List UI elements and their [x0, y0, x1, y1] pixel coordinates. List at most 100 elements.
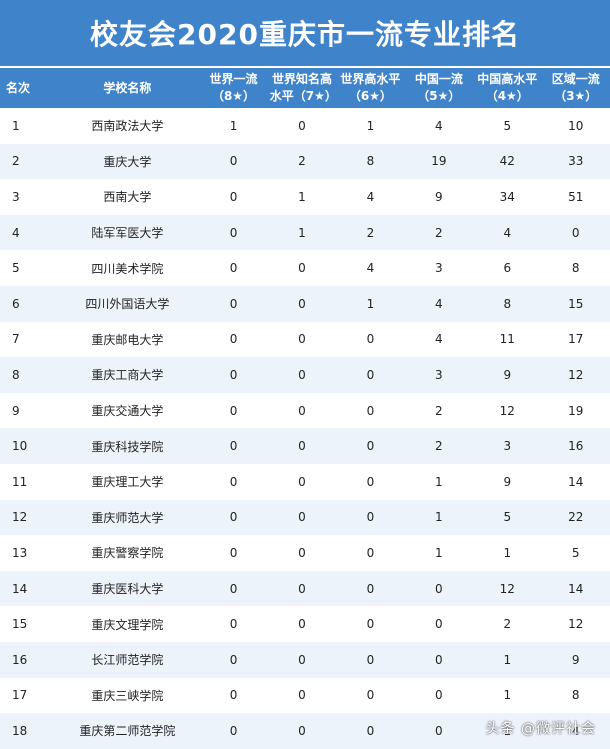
world-first-class-cell: 0 [229, 652, 238, 667]
school-name-cell: 重庆邮电大学 [91, 332, 164, 347]
world-first-class-cell: 0 [229, 261, 238, 276]
rank-cell: 10 [12, 439, 28, 454]
header-row: 名次 学校名称 世界一流（8★） 世界知名高水平（7★） 世界高水平（6★） 中… [0, 68, 610, 108]
world-renowned-cell: 0 [298, 688, 306, 703]
school-name-cell: 重庆大学 [103, 154, 152, 169]
school-name-cell: 重庆交通大学 [91, 404, 164, 419]
world-high-level-cell: 0 [366, 332, 375, 347]
regional-first-class-cell: 8 [571, 688, 580, 703]
china-first-class-cell: 1 [435, 474, 443, 489]
school-name-cell: 陆军军医大学 [91, 226, 164, 241]
school-name-cell: 重庆三峡学院 [91, 688, 164, 703]
world-renowned-cell: 0 [298, 439, 306, 454]
china-high-level-cell: 9 [503, 474, 512, 489]
rank-cell: 9 [12, 403, 20, 418]
china-high-level-cell: 12 [499, 403, 515, 418]
regional-first-class-cell: 9 [571, 652, 580, 667]
regional-first-class-cell: 0 [571, 225, 580, 240]
table-row: 9 重庆交通大学 0 0 0 2 12 19 [0, 392, 610, 429]
china-high-level-cell: 5 [503, 118, 512, 133]
rank-cell: 1 [12, 118, 20, 133]
china-high-level-cell: 4 [503, 225, 512, 240]
world-first-class-cell: 0 [229, 403, 238, 418]
world-high-level-cell: 0 [366, 474, 375, 489]
world-first-class-cell: 0 [229, 688, 238, 703]
china-high-level-cell: 1 [503, 688, 512, 703]
china-high-level-cell: 1 [503, 545, 512, 560]
world-first-class-cell: 0 [229, 367, 238, 382]
world-high-level-cell: 2 [366, 225, 375, 240]
rank-cell: 7 [12, 332, 20, 347]
china-first-class-cell: 1 [435, 545, 443, 560]
china-high-level-cell: 34 [499, 189, 515, 204]
world-renowned-cell: 0 [298, 118, 306, 133]
regional-first-class-cell: 19 [568, 403, 584, 418]
rank-cell: 3 [12, 189, 20, 204]
world-high-level-cell: 0 [366, 652, 375, 667]
header-world-high-level: 世界高水平（6★） [340, 72, 401, 103]
school-name-cell: 四川美术学院 [91, 261, 164, 276]
regional-first-class-cell: 33 [568, 154, 584, 169]
regional-first-class-cell: 16 [568, 439, 584, 454]
world-first-class-cell: 0 [229, 296, 238, 311]
china-first-class-cell: 0 [435, 652, 443, 667]
china-high-level-cell: 5 [503, 510, 512, 525]
rank-cell: 14 [12, 581, 28, 596]
china-high-level-cell: 42 [499, 154, 515, 169]
regional-first-class-cell: 51 [568, 189, 584, 204]
table-row: 14 重庆医科大学 0 0 0 0 12 14 [0, 570, 610, 607]
rank-cell: 5 [12, 261, 20, 276]
regional-first-class-cell: 14 [568, 581, 584, 596]
school-name-cell: 重庆工商大学 [91, 368, 164, 383]
world-high-level-cell: 4 [366, 261, 375, 276]
china-first-class-cell: 4 [435, 118, 443, 133]
china-first-class-cell: 0 [435, 688, 443, 703]
table-row: 8 重庆工商大学 0 0 0 3 9 12 [0, 357, 610, 393]
title-banner: 校友会2020重庆市一流专业排名 [0, 0, 610, 68]
regional-first-class-cell: 5 [571, 545, 580, 560]
rank-cell: 16 [12, 652, 28, 667]
world-renowned-cell: 0 [298, 296, 306, 311]
table-row: 16 长江师范学院 0 0 0 0 1 9 [0, 641, 610, 678]
table-row: 13 重庆警察学院 0 0 0 1 1 5 [0, 535, 610, 571]
china-first-class-cell: 2 [435, 439, 443, 454]
china-first-class-cell: 2 [435, 403, 443, 418]
rank-cell: 4 [12, 225, 20, 240]
rank-cell: 6 [12, 296, 20, 311]
rank-cell: 15 [12, 617, 28, 632]
table-row: 18 重庆第二师范学院 0 0 0 0 1 4 [0, 713, 610, 749]
world-high-level-cell: 0 [366, 581, 375, 596]
china-high-level-cell: 1 [503, 723, 512, 738]
table-row: 12 重庆师范大学 0 0 0 1 5 22 [0, 499, 610, 536]
world-renowned-cell: 0 [298, 403, 306, 418]
regional-first-class-cell: 14 [568, 474, 584, 489]
china-first-class-cell: 0 [435, 581, 443, 596]
world-renowned-cell: 0 [298, 617, 306, 632]
china-first-class-cell: 9 [435, 189, 443, 204]
school-name-cell: 重庆医科大学 [91, 582, 164, 597]
china-first-class-cell: 3 [435, 367, 443, 382]
school-name-cell: 重庆文理学院 [91, 617, 164, 632]
school-name-cell: 重庆科技学院 [91, 439, 164, 454]
world-renowned-cell: 1 [298, 189, 306, 204]
world-first-class-cell: 0 [229, 581, 238, 596]
world-high-level-cell: 4 [366, 189, 375, 204]
table-row: 11 重庆理工大学 0 0 0 1 9 14 [0, 463, 610, 500]
header-china-first-class: 中国一流（5★） [414, 72, 463, 103]
header-rank: 名次 [6, 80, 31, 95]
world-high-level-cell: 8 [366, 154, 375, 169]
table-row: 2 重庆大学 0 2 8 19 42 33 [0, 143, 610, 180]
school-name-cell: 西南大学 [103, 190, 152, 205]
world-first-class-cell: 0 [229, 332, 238, 347]
ranking-table: 名次 学校名称 世界一流（8★） 世界知名高水平（7★） 世界高水平（6★） 中… [0, 68, 610, 749]
rank-cell: 12 [12, 510, 28, 525]
rank-cell: 8 [12, 367, 20, 382]
table-header: 名次 学校名称 世界一流（8★） 世界知名高水平（7★） 世界高水平（6★） 中… [0, 68, 610, 108]
regional-first-class-cell: 8 [571, 261, 580, 276]
rank-cell: 11 [12, 474, 28, 489]
regional-first-class-cell: 10 [568, 118, 584, 133]
world-first-class-cell: 0 [229, 439, 238, 454]
world-high-level-cell: 0 [366, 723, 375, 738]
header-regional-first-class: 区域一流（3★） [551, 72, 600, 103]
school-name-cell: 长江师范学院 [91, 653, 164, 668]
